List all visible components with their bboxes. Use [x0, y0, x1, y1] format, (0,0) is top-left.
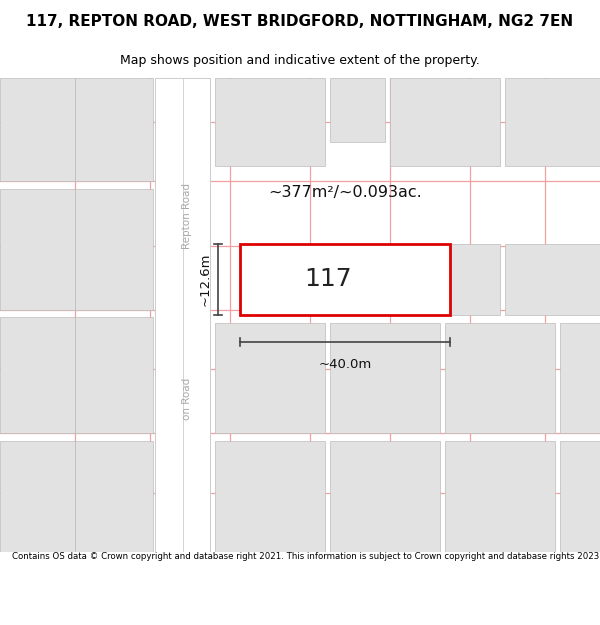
Text: Contains OS data © Crown copyright and database right 2021. This information is : Contains OS data © Crown copyright and d… [12, 552, 600, 561]
Bar [445, 441, 555, 552]
Text: ~377m²/~0.093ac.: ~377m²/~0.093ac. [268, 184, 422, 199]
Bar [0, 441, 75, 552]
Text: on Road: on Road [182, 378, 193, 420]
Bar [390, 244, 500, 315]
Bar [215, 441, 325, 552]
Bar [0, 78, 75, 181]
Bar [330, 78, 385, 142]
Bar [330, 322, 440, 433]
Bar [75, 78, 153, 181]
Text: Map shows position and indicative extent of the property.: Map shows position and indicative extent… [120, 54, 480, 67]
Bar [75, 317, 153, 433]
Bar [215, 78, 325, 166]
Bar [155, 78, 210, 552]
Bar [240, 244, 450, 315]
Bar [75, 189, 153, 310]
Bar [445, 322, 555, 433]
Bar [0, 189, 75, 310]
Text: 117: 117 [304, 267, 352, 291]
Text: 117, REPTON ROAD, WEST BRIDGFORD, NOTTINGHAM, NG2 7EN: 117, REPTON ROAD, WEST BRIDGFORD, NOTTIN… [26, 14, 574, 29]
Bar [560, 322, 600, 433]
Bar [390, 78, 500, 166]
Text: ~40.0m: ~40.0m [319, 358, 371, 371]
Bar [0, 317, 75, 433]
Text: Repton Road: Repton Road [182, 183, 193, 249]
Bar [330, 441, 440, 552]
Bar [505, 78, 600, 166]
Bar [505, 244, 600, 315]
Bar [215, 322, 325, 433]
Bar [75, 441, 153, 552]
Bar [560, 441, 600, 552]
Text: ~12.6m: ~12.6m [199, 253, 212, 306]
